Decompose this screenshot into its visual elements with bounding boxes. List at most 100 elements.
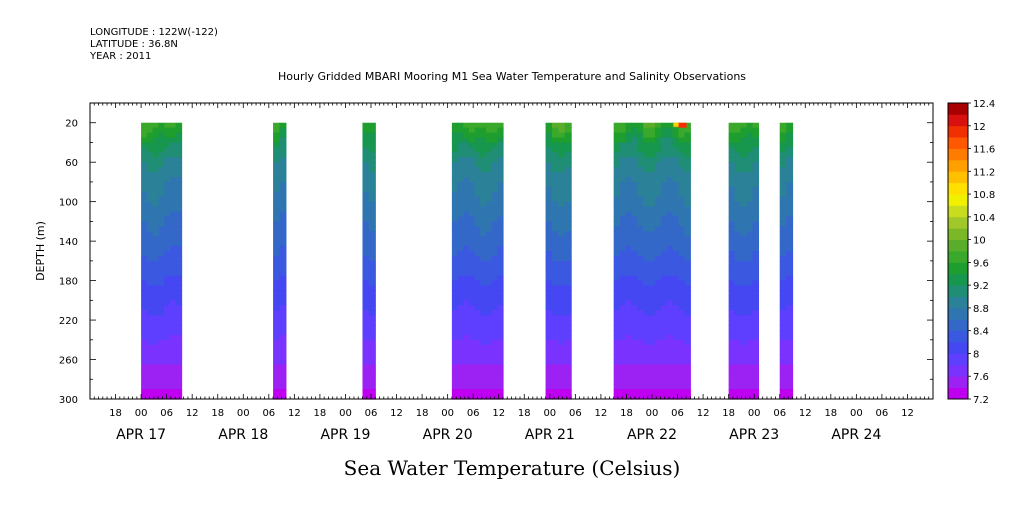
data-cell: [468, 122, 476, 129]
data-cell: [672, 226, 680, 232]
data-cell: [146, 157, 154, 163]
data-cell: [678, 147, 686, 153]
data-cell: [740, 290, 748, 296]
data-segment: [451, 122, 504, 400]
data-cell: [637, 186, 644, 193]
data-cell: [468, 152, 476, 158]
data-cell: [752, 349, 760, 356]
data-cell: [468, 196, 476, 203]
data-cell: [779, 354, 787, 361]
data-cell: [779, 162, 787, 168]
data-cell: [728, 384, 736, 390]
data-cell: [545, 305, 553, 311]
data-cell: [619, 177, 627, 183]
data-cell: [666, 320, 674, 326]
data-cell: [752, 339, 760, 346]
data-cell: [625, 300, 632, 306]
data-cell: [643, 196, 650, 203]
data-cell: [551, 132, 559, 139]
data-cell: [558, 260, 566, 267]
data-cell: [649, 142, 656, 148]
data-cell: [451, 216, 459, 222]
data-cell: [728, 206, 736, 213]
data-cell: [273, 359, 281, 366]
x-tick-label: 18: [109, 408, 122, 419]
data-cell: [152, 191, 160, 198]
data-cell: [273, 329, 281, 336]
data-cell: [158, 196, 165, 203]
data-cell: [169, 379, 177, 385]
data-cell: [175, 186, 183, 193]
data-cell: [779, 305, 787, 311]
data-cell: [468, 354, 476, 361]
data-cell: [786, 265, 794, 272]
data-cell: [678, 320, 686, 326]
data-cell: [146, 260, 154, 267]
data-cell: [619, 226, 627, 232]
data-cell: [451, 211, 459, 218]
data-cell: [752, 379, 760, 385]
data-cell: [779, 236, 787, 242]
x-tick-label: 18: [314, 408, 327, 419]
data-cell: [463, 196, 470, 203]
data-cell: [684, 354, 691, 361]
data-cell: [468, 137, 476, 144]
x-tick-label: 06: [671, 408, 684, 419]
data-cell: [146, 364, 154, 370]
colorbar-label: 10.4: [973, 213, 995, 224]
data-cell: [362, 167, 370, 173]
data-cell: [451, 251, 459, 257]
data-cell: [786, 236, 794, 242]
data-cell: [141, 172, 148, 178]
data-cell: [164, 325, 171, 331]
data-cell: [619, 216, 627, 222]
data-cell: [672, 379, 680, 385]
data-cell: [678, 246, 686, 252]
data-cell: [740, 172, 748, 178]
data-cell: [368, 359, 376, 366]
data-cell: [164, 236, 171, 242]
data-cell: [649, 275, 656, 282]
data-cell: [551, 265, 559, 272]
data-cell: [740, 265, 748, 272]
data-cell: [619, 255, 627, 262]
data-cell: [164, 384, 171, 390]
data-cell: [164, 285, 171, 292]
data-cell: [666, 251, 674, 257]
data-cell: [551, 389, 559, 395]
data-cell: [649, 265, 656, 272]
data-cell: [740, 216, 748, 222]
data-cell: [362, 384, 370, 390]
data-cell: [545, 384, 553, 390]
x-tick-label: 12: [799, 408, 812, 419]
data-cell: [654, 280, 662, 287]
data-cell: [164, 275, 171, 282]
data-cell: [545, 181, 553, 188]
data-cell: [631, 236, 638, 242]
data-cell: [491, 364, 498, 370]
data-cell: [146, 325, 154, 331]
data-cell: [141, 132, 148, 139]
data-cell: [468, 177, 476, 183]
data-cell: [684, 167, 691, 173]
data-cell: [734, 177, 742, 183]
data-cell: [631, 275, 638, 282]
data-cell: [779, 221, 787, 227]
colorbar-swatch: [948, 353, 968, 366]
colorbar-swatch: [948, 330, 968, 343]
data-cell: [740, 379, 748, 385]
data-cell: [158, 339, 165, 346]
data-cell: [545, 137, 553, 144]
data-cell: [786, 339, 794, 346]
data-cell: [746, 374, 754, 380]
data-cell: [660, 369, 668, 375]
data-cell: [678, 349, 686, 356]
data-cell: [740, 349, 748, 356]
data-cell: [368, 339, 376, 346]
data-segment: [545, 122, 572, 400]
data-cell: [158, 364, 165, 370]
data-segment: [613, 122, 691, 400]
data-cell: [746, 295, 754, 301]
data-cell: [666, 354, 674, 361]
data-cell: [740, 201, 748, 208]
